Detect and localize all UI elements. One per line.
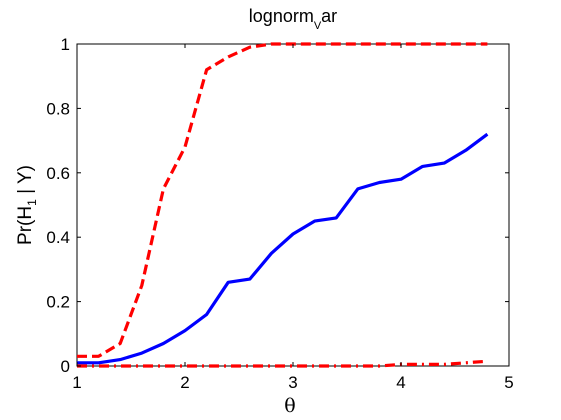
tick-layer: 1 2 3 4 5 0 0.2 0.4 0.6 0.8 1 bbox=[46, 35, 513, 392]
x-tick-label: 3 bbox=[288, 373, 297, 392]
y-axis-label-subscript: 1 bbox=[25, 199, 39, 206]
y-tick-label: 0 bbox=[61, 357, 70, 376]
chart-title: lognormVar bbox=[249, 6, 337, 32]
y-axis-label: Pr(H1 | Y) bbox=[15, 165, 39, 245]
x-tick-label: 5 bbox=[504, 373, 513, 392]
series-line-solid bbox=[77, 132, 489, 365]
x-tick-label: 2 bbox=[180, 373, 189, 392]
x-axis-label: θ bbox=[284, 395, 295, 417]
y-tick-label: 0.2 bbox=[46, 293, 70, 312]
x-tick-label: 4 bbox=[396, 373, 405, 392]
series-line-dashed bbox=[77, 42, 488, 358]
x-tick-label: 1 bbox=[72, 373, 81, 392]
y-tick-label: 1 bbox=[61, 35, 70, 54]
series-line-dashdot bbox=[77, 359, 488, 368]
chart-title-subscript: V bbox=[314, 20, 322, 32]
series-layer bbox=[76, 42, 489, 368]
y-tick-label: 0.6 bbox=[46, 164, 70, 183]
y-tick-label: 0.8 bbox=[46, 99, 70, 118]
y-tick-label: 0.4 bbox=[46, 228, 70, 247]
plot-area bbox=[76, 43, 510, 367]
